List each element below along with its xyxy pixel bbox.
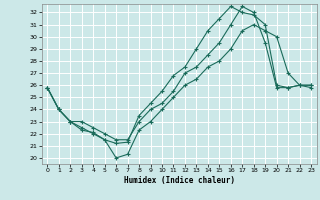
X-axis label: Humidex (Indice chaleur): Humidex (Indice chaleur) (124, 176, 235, 185)
